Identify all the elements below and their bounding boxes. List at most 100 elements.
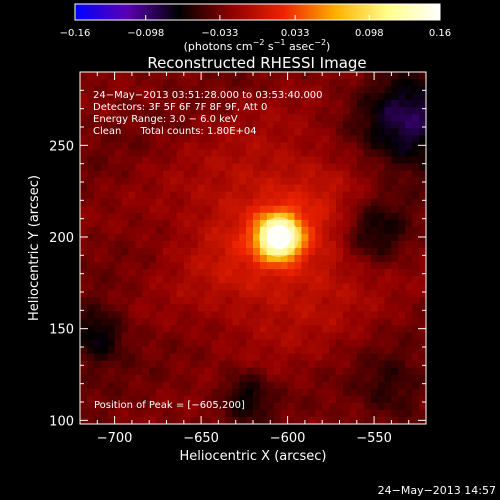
heatmap-cell xyxy=(405,346,413,355)
heatmap-cell xyxy=(273,93,282,101)
heatmap-cell xyxy=(322,395,330,404)
heatmap-cell xyxy=(239,360,247,369)
heatmap-cell xyxy=(301,163,309,172)
heatmap-cell xyxy=(218,276,226,284)
heatmap-cell xyxy=(114,367,123,376)
heatmap-cell xyxy=(329,170,337,179)
heatmap-cell xyxy=(363,416,372,425)
heatmap-cell xyxy=(232,212,240,221)
heatmap-cell xyxy=(190,318,199,327)
heatmap-cell xyxy=(308,332,316,341)
heatmap-cell xyxy=(253,107,261,115)
heatmap-cell xyxy=(363,142,372,151)
heatmap-cell xyxy=(246,100,254,108)
heatmap-cell xyxy=(342,240,351,249)
heatmap-cell xyxy=(412,240,420,249)
heatmap-cell xyxy=(308,212,316,221)
heatmap-cell xyxy=(336,248,344,256)
heatmap-cell xyxy=(86,409,95,418)
heatmap-cell xyxy=(370,388,379,397)
heatmap-cell xyxy=(114,177,123,186)
heatmap-cell xyxy=(315,395,323,404)
heatmap-cell xyxy=(308,72,316,80)
heatmap-cell xyxy=(301,388,309,397)
heatmap-cell xyxy=(370,107,379,115)
heatmap-cell xyxy=(405,388,413,397)
heatmap-cell xyxy=(93,114,102,122)
heatmap-cell xyxy=(391,170,399,179)
heatmap-cell xyxy=(211,72,219,80)
heatmap-cell xyxy=(86,135,95,143)
heatmap-cell xyxy=(336,339,344,348)
heatmap-cell xyxy=(86,79,95,87)
heatmap-cell xyxy=(398,332,406,341)
heatmap-cell xyxy=(211,283,219,291)
heatmap-cell xyxy=(266,156,275,165)
heatmap-cell xyxy=(329,374,337,383)
heatmap-cell xyxy=(246,318,254,327)
heatmap-cell xyxy=(149,142,157,151)
heatmap-cell xyxy=(211,297,219,305)
heatmap-cell xyxy=(259,128,268,136)
heatmap-cell xyxy=(197,346,206,355)
heatmap-cell xyxy=(169,177,178,186)
heatmap-cell xyxy=(259,184,268,193)
heatmap-cell xyxy=(259,416,268,425)
heatmap-cell xyxy=(80,360,88,369)
heatmap-cell xyxy=(128,93,136,101)
heatmap-cell xyxy=(211,149,219,158)
heatmap-cell xyxy=(384,79,392,87)
heatmap-cell xyxy=(128,318,136,327)
heatmap-cell xyxy=(121,409,130,418)
heatmap-cell xyxy=(121,311,130,319)
heatmap-cell xyxy=(259,149,268,158)
heatmap-cell xyxy=(183,269,192,277)
heatmap-cell xyxy=(100,212,109,221)
heatmap-cell xyxy=(107,248,116,256)
heatmap-cell xyxy=(197,318,206,327)
heatmap-cell xyxy=(349,311,358,319)
heatmap-cell xyxy=(405,276,413,284)
heatmap-cell xyxy=(128,409,136,418)
x-tick-label: −550 xyxy=(356,431,392,446)
heatmap-cell xyxy=(398,114,406,122)
heatmap-cell xyxy=(239,177,247,186)
heatmap-cell xyxy=(232,248,240,256)
heatmap-cell xyxy=(308,311,316,319)
heatmap-cell xyxy=(398,269,406,277)
heatmap-cell xyxy=(176,346,185,355)
heatmap-cell xyxy=(225,177,233,186)
heatmap-cell xyxy=(93,388,102,397)
heatmap-cell xyxy=(253,283,261,291)
heatmap-cell xyxy=(253,93,261,101)
heatmap-cell xyxy=(301,346,309,355)
heatmap-cell xyxy=(183,402,192,411)
heatmap-cell xyxy=(239,395,247,404)
heatmap-cell xyxy=(211,93,219,101)
heatmap-cell xyxy=(377,255,386,263)
heatmap-cell xyxy=(280,304,289,312)
heatmap-cell xyxy=(128,374,136,383)
heatmap-cell xyxy=(204,276,213,284)
heatmap-cell xyxy=(128,226,136,235)
heatmap-cell xyxy=(405,142,413,151)
heatmap-cell xyxy=(419,121,427,129)
heatmap-cell xyxy=(80,269,88,277)
heatmap-cell xyxy=(287,304,296,312)
heatmap-cell xyxy=(246,367,254,376)
heatmap-cell xyxy=(142,297,150,305)
heatmap-cell xyxy=(232,346,240,355)
heatmap-cell xyxy=(197,177,206,186)
heatmap-cell xyxy=(349,170,358,179)
heatmap-cell xyxy=(322,304,330,312)
heatmap-cell xyxy=(377,191,386,200)
heatmap-cell xyxy=(329,128,337,136)
heatmap-cell xyxy=(121,100,130,108)
heatmap-cell xyxy=(100,226,109,235)
heatmap-cell xyxy=(211,304,219,312)
heatmap-cell xyxy=(412,142,420,151)
heatmap-cell xyxy=(419,191,427,200)
heatmap-cell xyxy=(322,297,330,305)
heatmap-cell xyxy=(190,311,199,319)
heatmap-cell xyxy=(405,402,413,411)
